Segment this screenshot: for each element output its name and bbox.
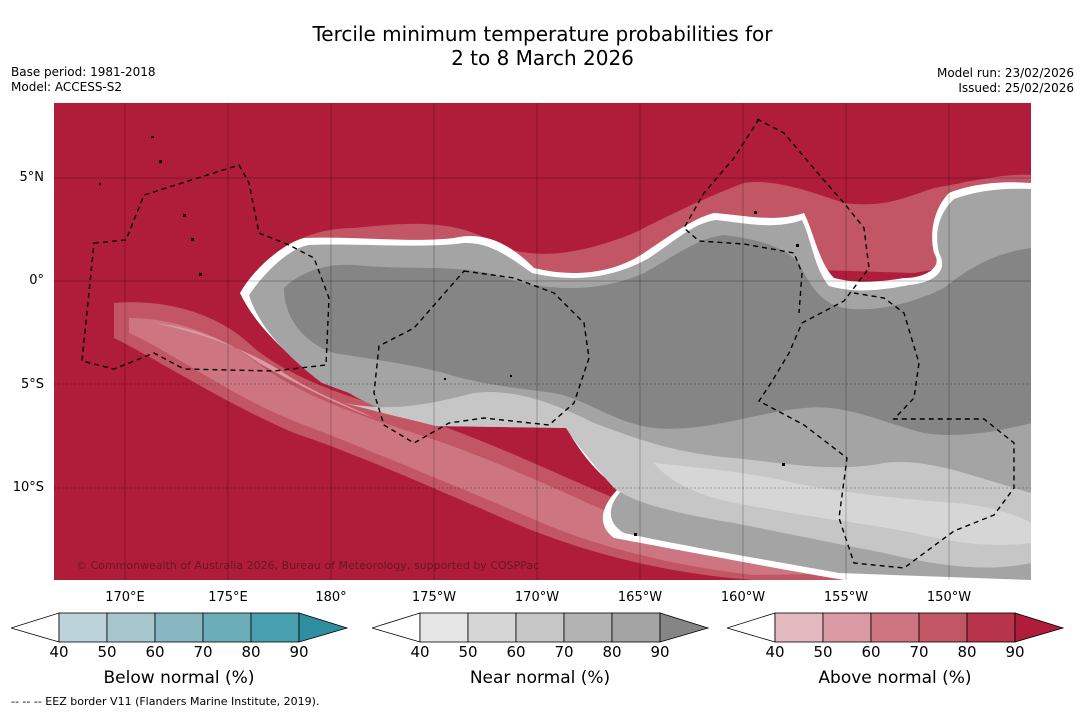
cb-above-seg-4 [918, 612, 968, 643]
cb-below-tick-50: 50 [97, 643, 117, 661]
lat-label-5n: 5°N [19, 170, 45, 185]
cb-above-tick-70: 70 [909, 643, 929, 661]
cb-above-seg-1 [774, 612, 824, 643]
cb-near-tick-90: 90 [650, 643, 670, 661]
cb-below-seg-6 [298, 612, 349, 643]
colorbar-below-normal [9, 612, 349, 648]
cb-below-seg-1 [58, 612, 108, 643]
cb-below-seg-0 [9, 612, 60, 643]
lon-label-175w: 175°W [411, 590, 457, 605]
above-normal-gradient-band-light [129, 318, 884, 575]
cb-below-tick-80: 80 [241, 643, 261, 661]
issued-text: Issued: 25/02/2026 [958, 81, 1074, 95]
cb-near-tick-60: 60 [506, 643, 526, 661]
lat-label-10s: 10°S [12, 480, 44, 495]
eez-border-phoenix [683, 118, 803, 314]
cb-below-seg-3 [154, 612, 204, 643]
colorbar-above-normal-swatches [725, 612, 1065, 643]
cb-above-seg-2 [822, 612, 872, 643]
title-line-1: Tercile minimum temperature probabilitie… [312, 22, 773, 46]
cb-below-tick-60: 60 [145, 643, 165, 661]
eez-footnote: -- -- -- EEZ border V11 (Flanders Marine… [11, 695, 320, 708]
model-run-text: Model run: 23/02/2026 [936, 66, 1074, 80]
lat-label-5s: 5°S [20, 377, 44, 392]
eez-borders [81, 118, 1015, 569]
cb-above-tick-90: 90 [1005, 643, 1025, 661]
cb-near-seg-5 [611, 612, 661, 643]
lon-label-150w: 150°W [926, 590, 972, 605]
near-normal-light-patch [654, 463, 1031, 545]
cb-above-tick-60: 60 [861, 643, 881, 661]
cb-above-seg-5 [966, 612, 1016, 643]
cb-above-seg-3 [870, 612, 920, 643]
cb-near-seg-2 [467, 612, 517, 643]
near-normal-core [284, 235, 1031, 435]
cb-below-tick-40: 40 [49, 643, 69, 661]
model-text: Model: ACCESS-S2 [11, 80, 123, 94]
map-title: Tercile minimum temperature probabilitie… [0, 22, 1085, 70]
base-period-text: Base period: 1981-2018 [11, 65, 156, 79]
cb-above-tick-50: 50 [813, 643, 833, 661]
cb-above-seg-0 [725, 612, 776, 643]
lon-label-170w: 170°W [514, 590, 560, 605]
island-markers [99, 136, 799, 536]
cb-below-tick-70: 70 [193, 643, 213, 661]
cb-above-title: Above normal (%) [818, 668, 972, 688]
cb-near-tick-40: 40 [410, 643, 430, 661]
colorbar-above-normal [725, 612, 1065, 648]
copyright-text: © Commonwealth of Australia 2026, Bureau… [76, 559, 540, 572]
metadata-left: Base period: 1981-2018 Model: ACCESS-S2 [11, 65, 156, 95]
colorbar-near-normal [370, 612, 710, 648]
cb-near-seg-4 [563, 612, 613, 643]
colorbar-below-normal-swatches [9, 612, 349, 643]
cb-above-tick-80: 80 [957, 643, 977, 661]
eez-border-tuvalu-tokelau [373, 270, 590, 444]
lon-label-175e: 175°E [208, 590, 248, 605]
cb-above-tick-40: 40 [765, 643, 785, 661]
cb-near-seg-3 [515, 612, 565, 643]
cb-below-seg-2 [106, 612, 156, 643]
cb-near-seg-0 [370, 612, 421, 643]
cb-below-seg-5 [250, 612, 300, 643]
lon-label-160w: 160°W [720, 590, 766, 605]
lat-label-0: 0° [29, 273, 44, 288]
cb-near-seg-1 [419, 612, 469, 643]
lon-label-180: 180° [315, 590, 347, 605]
cb-near-tick-80: 80 [602, 643, 622, 661]
cb-near-tick-50: 50 [458, 643, 478, 661]
metadata-right: Model run: 23/02/2026 Issued: 25/02/2026 [937, 66, 1074, 96]
lon-label-155w: 155°W [823, 590, 869, 605]
probability-map [54, 103, 1031, 580]
cb-near-tick-70: 70 [554, 643, 574, 661]
above-normal-gradient-band-pale [154, 323, 374, 418]
cb-above-seg-6 [1014, 612, 1065, 643]
cb-near-title: Near normal (%) [469, 668, 611, 688]
lon-label-170e: 170°E [105, 590, 145, 605]
cb-below-seg-4 [202, 612, 252, 643]
cb-below-tick-90: 90 [289, 643, 309, 661]
map-canvas [54, 103, 1031, 580]
title-line-2: 2 to 8 March 2026 [451, 46, 634, 70]
eez-border-kiribati-gilbert [81, 164, 330, 372]
cb-below-title: Below normal (%) [103, 668, 255, 688]
graticule [54, 103, 1031, 580]
lon-label-165w: 165°W [617, 590, 663, 605]
cb-near-seg-6 [659, 612, 710, 643]
colorbar-near-normal-swatches [370, 612, 710, 643]
eez-border-line-islands [756, 118, 1015, 569]
